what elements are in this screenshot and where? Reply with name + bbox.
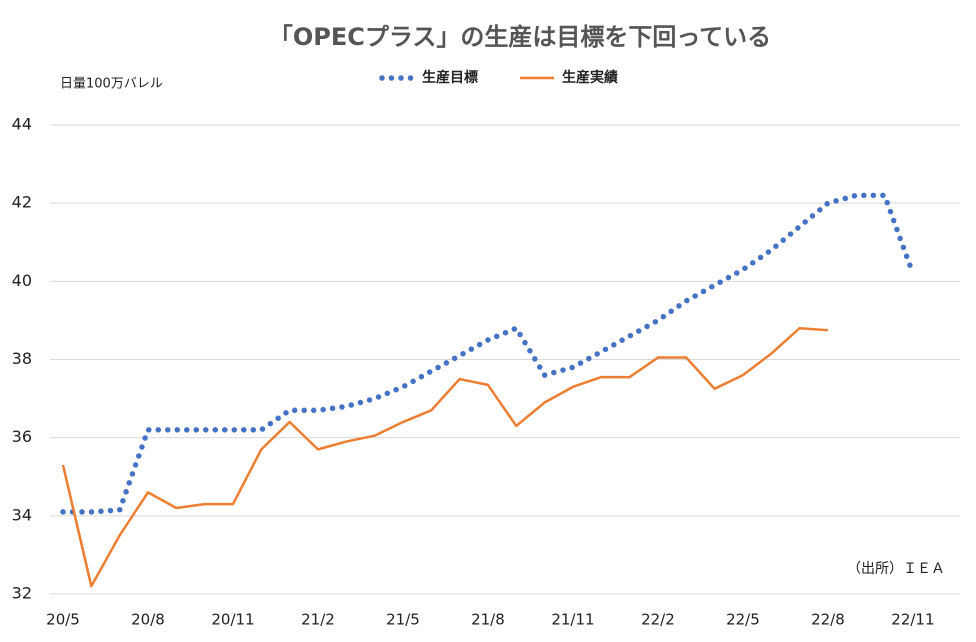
y-axis-label: 日量100万バレル xyxy=(60,77,163,92)
series-line xyxy=(61,326,828,588)
x-tick-label: 20/5 xyxy=(46,611,80,629)
x-tick-label: 22/2 xyxy=(641,611,675,629)
x-tick-label: 21/8 xyxy=(471,611,505,629)
x-tick-label: 22/5 xyxy=(726,611,760,629)
y-tick-label: 42 xyxy=(12,193,32,212)
y-tick-label: 38 xyxy=(12,349,32,368)
legend-label: 生産目標 xyxy=(422,69,478,86)
source: （出所）ＩＥＡ xyxy=(847,561,945,577)
x-tick-label: 20/8 xyxy=(131,611,165,629)
series-line xyxy=(60,192,916,515)
y-tick-label: 34 xyxy=(12,505,32,524)
x-tick-label: 21/2 xyxy=(301,611,335,629)
x-tick-label: 22/11 xyxy=(891,611,934,629)
chart-title: 「OPECプラス」の生産は目標を下回っている xyxy=(269,23,771,51)
x-tick-label: 22/8 xyxy=(811,611,845,629)
x-tick-label: 21/11 xyxy=(551,611,594,629)
y-tick-label: 36 xyxy=(12,427,32,446)
x-tick-label: 21/5 xyxy=(386,611,420,629)
y-tick-label: 40 xyxy=(12,271,32,290)
y-tick-label: 44 xyxy=(12,115,32,134)
legend-label: 生産実績 xyxy=(562,69,618,86)
x-tick-label: 20/11 xyxy=(211,611,254,629)
y-tick-label: 32 xyxy=(12,584,32,603)
